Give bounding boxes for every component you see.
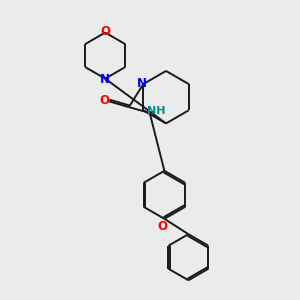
Text: N: N <box>137 77 147 90</box>
Text: NH: NH <box>148 106 166 116</box>
Text: O: O <box>100 26 110 38</box>
Text: O: O <box>100 94 110 107</box>
Text: N: N <box>100 73 110 86</box>
Text: O: O <box>158 220 168 233</box>
